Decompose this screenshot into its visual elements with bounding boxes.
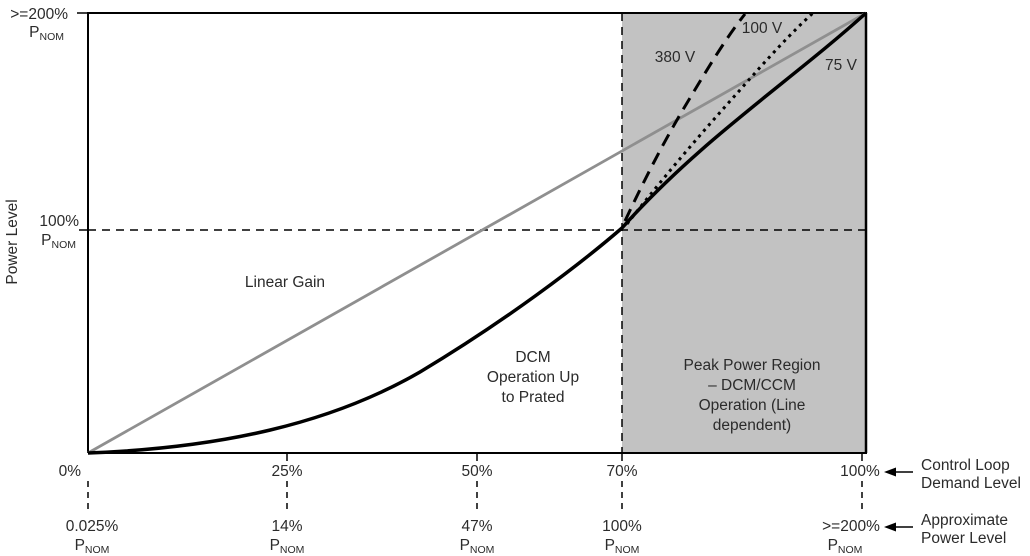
- power-caption-line2: Power Level: [921, 530, 1006, 547]
- peak-label-line3: Operation (Line: [699, 397, 806, 414]
- approx-power-arrow: [884, 522, 913, 532]
- curve-75v: [87, 11, 868, 455]
- peak-label-line1: Peak Power Region: [684, 357, 821, 374]
- linear-gain-line: [87, 11, 867, 455]
- y-label-0: 0%: [59, 463, 82, 480]
- curve-label-380v: 380 V: [655, 49, 696, 66]
- dcm-label-line3: to Prated: [502, 389, 565, 406]
- power-label-14-pnom: PNOM: [270, 537, 305, 556]
- y-label-200: >=200%: [10, 6, 68, 23]
- peak-label-line2: – DCM/CCM: [708, 377, 796, 394]
- demand-caption-line2: Demand Level: [921, 475, 1021, 492]
- power-label-47: 47%: [461, 518, 492, 535]
- power-label-0025-pnom: PNOM: [75, 537, 110, 556]
- x-label-100: 100%: [840, 463, 880, 480]
- power-label-14: 14%: [271, 518, 302, 535]
- curve-100v: [625, 11, 815, 225]
- dcm-label-line1: DCM: [515, 349, 550, 366]
- x-label-25: 25%: [271, 463, 302, 480]
- control-loop-arrow: [884, 467, 913, 477]
- y-label-100: 100%: [39, 213, 79, 230]
- power-label-100: 100%: [602, 518, 642, 535]
- curve-label-100v: 100 V: [742, 20, 783, 37]
- power-label-200-pnom: PNOM: [828, 537, 863, 556]
- y-label-200-pnom: PNOM: [29, 24, 64, 43]
- y-label-100-pnom: PNOM: [41, 232, 76, 251]
- peak-label-line4: dependent): [713, 417, 791, 434]
- power-label-47-pnom: PNOM: [460, 537, 495, 556]
- left-arrowhead-icon: [884, 467, 896, 477]
- power-label-200: >=200%: [822, 518, 880, 535]
- left-arrowhead-icon: [884, 522, 896, 532]
- linear-gain-label: Linear Gain: [245, 274, 325, 291]
- curve-label-75v: 75 V: [825, 57, 858, 74]
- dcm-label-line2: Operation Up: [487, 369, 579, 386]
- x-label-70: 70%: [606, 463, 637, 480]
- x-label-50: 50%: [461, 463, 492, 480]
- power-caption-line1: Approximate: [921, 512, 1008, 529]
- power-label-0025: 0.025%: [66, 518, 119, 535]
- demand-caption-line1: Control Loop: [921, 457, 1010, 474]
- curve-380v: [623, 13, 747, 222]
- power-label-100-pnom: PNOM: [605, 537, 640, 556]
- y-axis-title: Power Level: [4, 199, 21, 284]
